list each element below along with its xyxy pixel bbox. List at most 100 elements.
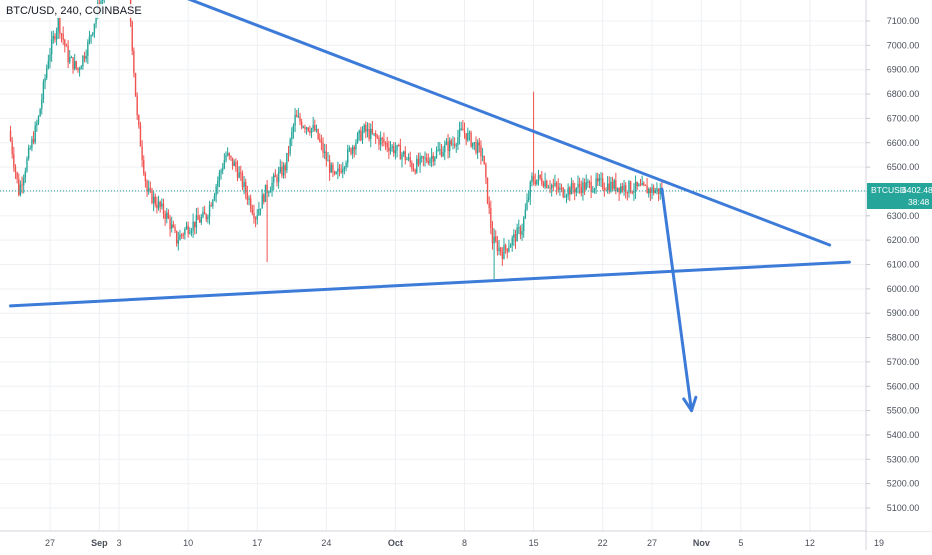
candle-body	[544, 180, 546, 187]
candle-body	[462, 128, 464, 131]
price-axis[interactable]: 5100.00 5200.00 5300.00 5400.00 5500.00 5600.…	[866, 0, 932, 531]
candle-body	[264, 184, 267, 202]
candle-body	[555, 182, 558, 187]
candle-body	[605, 189, 607, 191]
candle-body	[24, 171, 27, 179]
candle-body	[616, 187, 619, 191]
candle-body	[64, 39, 66, 46]
candle-body	[59, 17, 61, 34]
candle-body	[412, 168, 415, 171]
trendlines[interactable]	[9, 0, 851, 413]
candle-body	[300, 121, 303, 128]
candle-body	[366, 129, 369, 132]
candle-body	[266, 184, 268, 194]
candle-body	[144, 173, 147, 182]
candle-body	[345, 163, 347, 168]
candle-body	[172, 224, 175, 228]
candle-body	[22, 178, 25, 186]
candle-body	[161, 203, 163, 207]
candle-body	[429, 158, 431, 164]
candle-body	[550, 185, 553, 189]
candle-body	[147, 188, 150, 192]
candle-body	[442, 152, 444, 157]
candle-body	[138, 115, 140, 126]
candle-body	[342, 168, 344, 173]
candle-body	[294, 115, 296, 126]
candle-body	[19, 184, 22, 195]
candle-body	[258, 209, 260, 216]
candle-body	[351, 147, 354, 154]
candle-body	[396, 145, 398, 151]
candle-body	[657, 188, 660, 194]
candle-body	[434, 157, 436, 162]
candle-body	[276, 177, 278, 183]
candle-body	[414, 170, 416, 173]
candle-body	[220, 170, 222, 173]
candle-body	[226, 153, 229, 155]
trendline	[9, 260, 851, 308]
symbol-title[interactable]: BTC/USD, 240, COINBASE	[4, 4, 144, 18]
candle-body	[560, 187, 563, 189]
candle-body	[34, 125, 36, 143]
candle-body	[452, 143, 454, 145]
candle-body	[554, 182, 556, 186]
candle-body	[319, 138, 321, 141]
candle-body	[480, 145, 482, 157]
candle-body	[353, 147, 355, 150]
candle-body	[444, 144, 446, 153]
time-axis[interactable]: 27 Sep 3 10 17 24 Oct 8 15 22 27 Nov 5 12 19	[45, 538, 884, 548]
time-tick-label: 15	[529, 538, 539, 548]
time-tick-label: 24	[321, 538, 331, 548]
candle-body	[404, 151, 406, 160]
candle-body	[235, 162, 237, 168]
candle-body	[203, 211, 206, 215]
candle-body	[376, 136, 379, 138]
candle-body	[88, 36, 91, 43]
candle-body	[230, 155, 232, 158]
price-tick-label: 7000.00	[887, 40, 920, 50]
grid	[0, 0, 880, 531]
candle-body	[398, 145, 400, 147]
candle-body	[575, 188, 578, 193]
candle-body	[67, 46, 69, 63]
candle-body	[465, 133, 467, 141]
candle-body	[317, 129, 319, 139]
candle-body	[78, 69, 81, 71]
candle-body	[527, 197, 530, 200]
candle-body	[618, 187, 620, 193]
candle-body	[473, 142, 476, 144]
candle-body	[567, 187, 569, 196]
candle-body	[458, 128, 461, 137]
candle-body	[626, 192, 629, 194]
candle-body	[62, 33, 64, 40]
arrow-head	[682, 397, 693, 413]
candle-body	[620, 186, 622, 193]
candle-body	[187, 225, 189, 234]
candle-body	[72, 57, 74, 70]
candle-body	[246, 192, 249, 200]
candle-body	[572, 183, 574, 189]
candle-body	[261, 194, 263, 209]
candle-body	[274, 175, 277, 178]
candle-body	[167, 212, 170, 219]
candle-body	[417, 158, 420, 165]
candle-body	[470, 132, 472, 147]
price-tick-label: 6100.00	[887, 260, 920, 270]
candle-body	[136, 96, 138, 116]
candle-body	[526, 199, 528, 210]
candle-body	[402, 151, 405, 155]
candle-body	[309, 130, 311, 133]
candle-body	[593, 188, 596, 192]
candle-body	[600, 178, 602, 180]
arrow-shaft	[660, 187, 693, 413]
candle-body	[440, 149, 443, 157]
candle-body	[254, 218, 257, 220]
price-badge-symbol: BTCUSD	[871, 185, 906, 195]
candle-body	[606, 183, 609, 190]
time-tick-label: 3	[117, 538, 122, 548]
candle-body	[580, 187, 582, 194]
candle-body	[296, 115, 298, 117]
candle-body	[93, 23, 96, 33]
